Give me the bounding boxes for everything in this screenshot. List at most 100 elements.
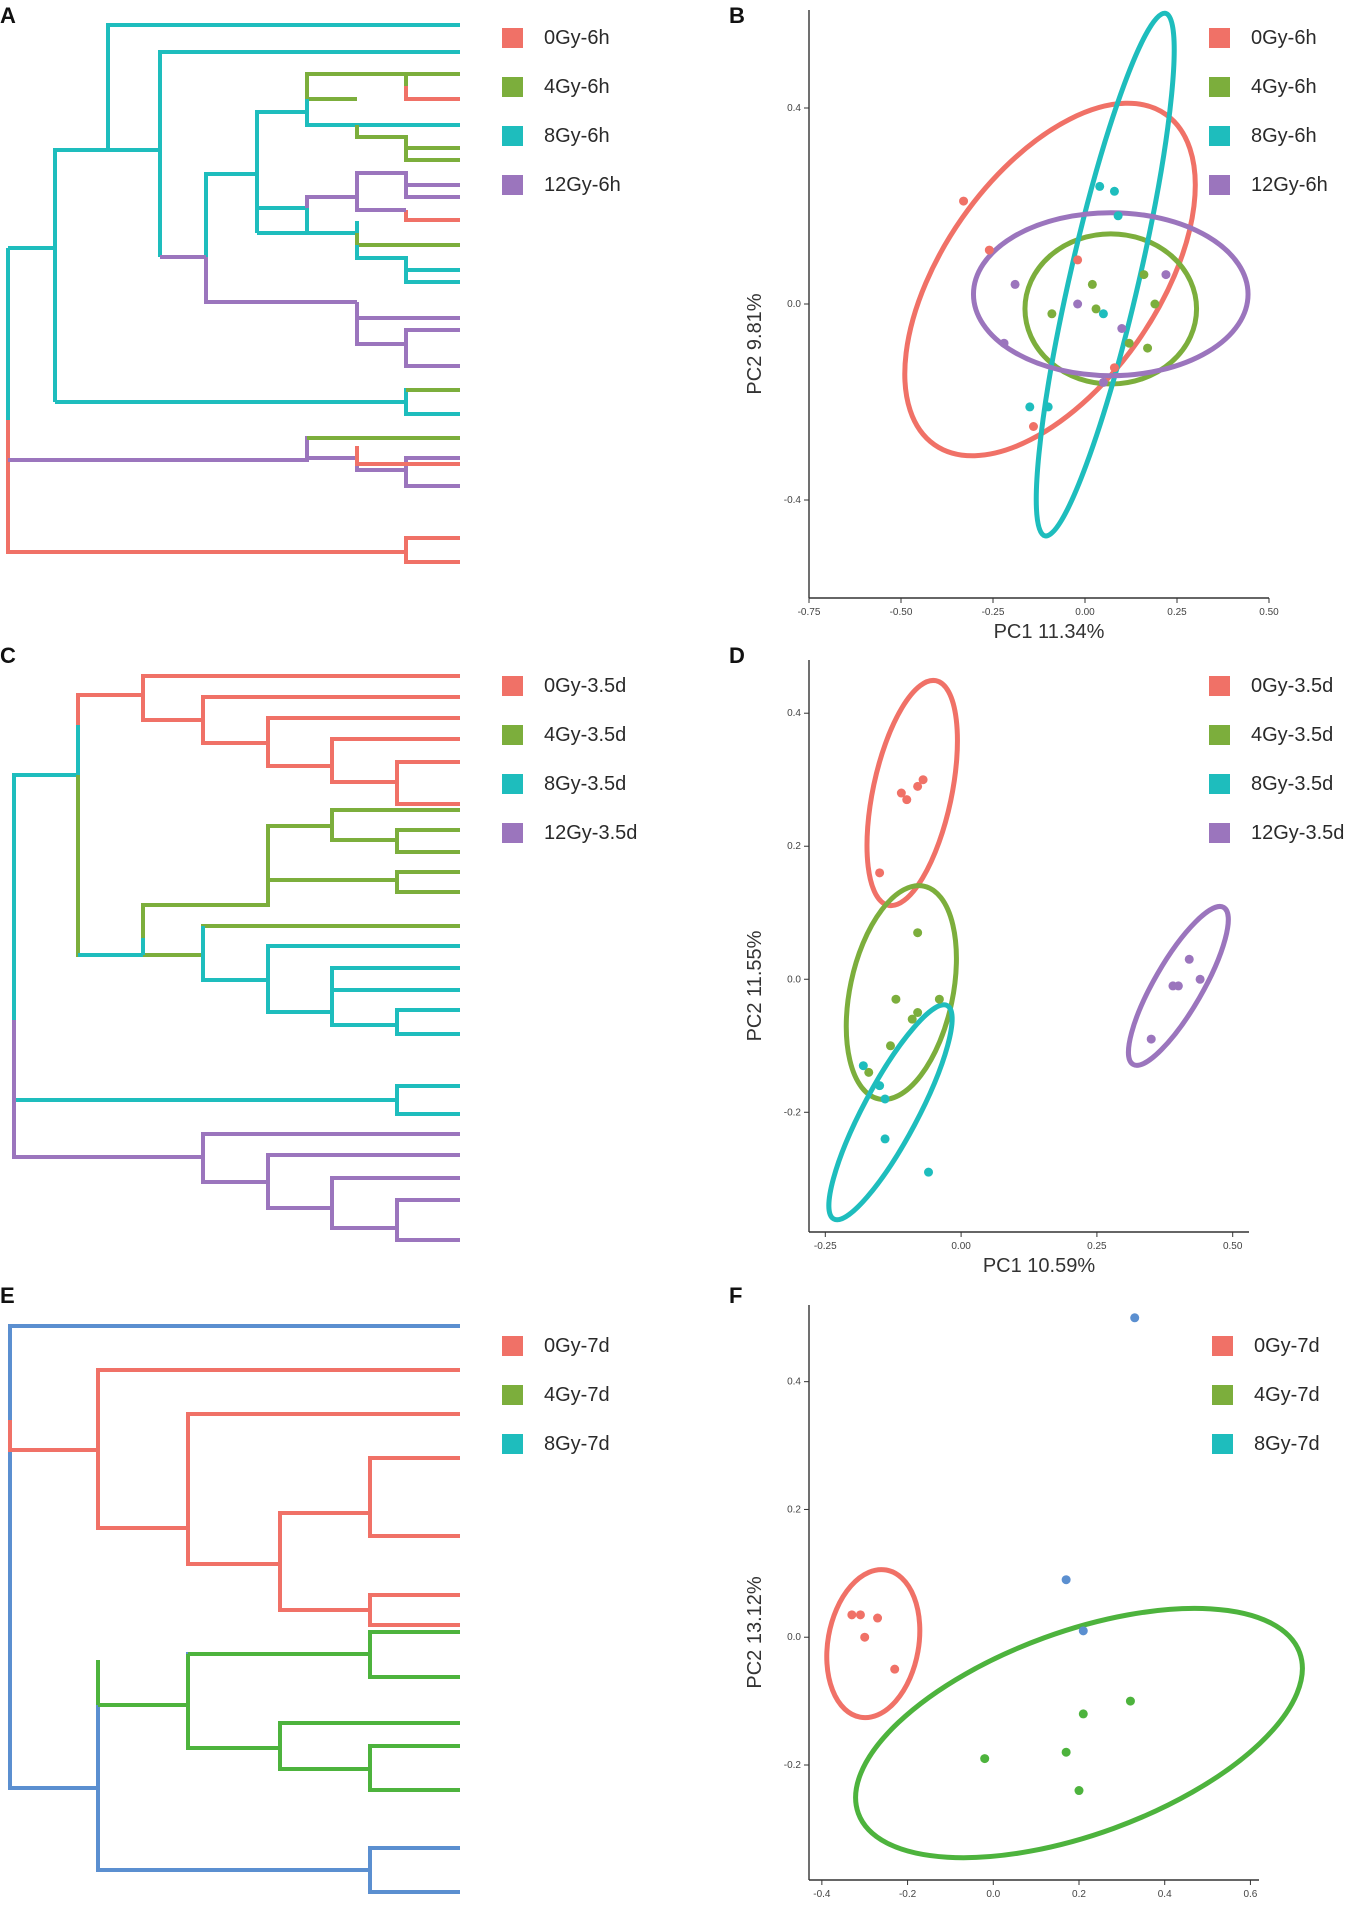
x-axis-title: PC1 10.59%	[983, 1255, 1096, 1277]
swatch-12gy	[502, 175, 523, 195]
branch	[368, 1610, 460, 1627]
branch	[8, 436, 460, 462]
data-point-12Gy-6h	[999, 338, 1009, 348]
x-tick-label: 0.2	[1072, 1889, 1086, 1900]
legend-item: 4Gy-3.5d	[502, 723, 637, 747]
branch	[330, 760, 460, 784]
legend-c: 0Gy-3.5d 4Gy-3.5d 8Gy-3.5d 12Gy-3.5d	[502, 674, 637, 870]
legend-label: 12Gy-6h	[544, 173, 621, 196]
panel-letter-d: D	[729, 643, 745, 668]
data-point-0Gy-6h	[1073, 255, 1083, 265]
x-tick-label: 0.50	[1223, 1241, 1243, 1252]
branch	[96, 1412, 460, 1530]
confidence-ellipse-0Gy-7d	[824, 1567, 923, 1721]
swatch-12gy	[1209, 823, 1230, 843]
branch	[368, 1513, 460, 1538]
branch	[330, 826, 460, 842]
data-point-0Gy-3.5d	[896, 788, 906, 798]
legend-label: 0Gy-3.5d	[544, 674, 627, 697]
x-tick-label: -0.75	[798, 607, 821, 618]
legend-item: 8Gy-3.5d	[502, 772, 637, 796]
branch	[404, 552, 460, 564]
y-tick-label: 0.2	[787, 1504, 801, 1515]
confidence-ellipse-4Gy-7d	[853, 1605, 1305, 1861]
swatch-12gy	[502, 823, 523, 843]
data-point-4Gy-7d	[1061, 1747, 1071, 1757]
legend-item: 8Gy-6h	[1209, 124, 1328, 148]
branch	[395, 880, 460, 894]
legend-label: 0Gy-6h	[1251, 26, 1317, 49]
legend-item: 12Gy-6h	[1209, 173, 1328, 197]
data-point-8Gy-6h	[1025, 402, 1035, 412]
branch	[96, 1788, 460, 1872]
swatch-4gy	[502, 725, 523, 745]
data-point-0Gy-7d	[860, 1632, 870, 1642]
legend-label: 0Gy-7d	[544, 1334, 610, 1357]
branch	[305, 86, 357, 101]
branch	[404, 470, 460, 488]
branch	[395, 840, 460, 854]
legend-item: 12Gy-3.5d	[502, 821, 637, 845]
legend-label: 4Gy-6h	[1251, 75, 1317, 98]
swatch-4gy	[502, 77, 523, 97]
swatch-0gy	[1209, 676, 1230, 696]
branch	[143, 924, 460, 957]
swatch-0gy	[1209, 28, 1230, 48]
branch	[355, 446, 460, 466]
data-point-4Gy-6h	[1047, 309, 1057, 319]
y-axis-title: PC2 9.81%	[744, 293, 766, 394]
data-point-8Gy-3.5d	[858, 1061, 868, 1071]
branch	[404, 344, 460, 368]
data-point-4Gy-6h	[1124, 338, 1134, 348]
branch	[255, 184, 307, 210]
data-point-4Gy-3.5d	[864, 1067, 874, 1077]
data-point-12Gy-3.5d	[1173, 981, 1183, 991]
data-point-4Gy-6h	[1087, 279, 1097, 289]
swatch-8gy	[1212, 1434, 1233, 1454]
swatch-8gy	[502, 126, 523, 146]
confidence-ellipse-12Gy-6h	[970, 210, 1251, 379]
data-point-8Gy-6h	[1098, 309, 1108, 319]
branch	[266, 870, 460, 905]
pca-plot-d: -0.25 0.00 0.25 0.50 0.4 0.2 0.0 -0.2 PC1 10.59%…	[744, 660, 1249, 1277]
x-tick-label: -0.4	[813, 1889, 831, 1900]
y-tick-label: 0.4	[787, 103, 801, 114]
x-tick-label: 0.4	[1158, 1889, 1172, 1900]
data-point-0Gy-6h	[1028, 422, 1038, 431]
branch	[330, 1198, 460, 1230]
data-point-12Gy-6h	[1161, 270, 1171, 280]
y-tick-label: -0.2	[784, 1107, 802, 1118]
data-point-0Gy-6h	[1109, 363, 1119, 373]
x-tick-label: -0.25	[982, 607, 1005, 618]
branch	[355, 123, 460, 162]
x-tick-label: 0.50	[1259, 607, 1279, 618]
data-point-4Gy-3.5d	[934, 994, 944, 1004]
data-point-4Gy-3.5d	[891, 994, 901, 1004]
data-point-8Gy-6h	[1095, 181, 1105, 191]
data-point-8Gy-7d	[1078, 1626, 1088, 1636]
legend-d: 0Gy-3.5d 4Gy-3.5d 8Gy-3.5d 12Gy-3.5d	[1209, 674, 1344, 870]
dendrogram-c	[12, 674, 460, 1242]
y-axis-title: PC2 11.55%	[744, 930, 766, 1041]
swatch-4gy	[1209, 77, 1230, 97]
data-point-4Gy-6h	[1091, 304, 1101, 314]
y-tick-label: 0.4	[787, 1377, 801, 1388]
branch	[305, 185, 359, 208]
legend-a: 0Gy-6h 4Gy-6h 8Gy-6h 12Gy-6h	[502, 26, 621, 222]
y-tick-label: -0.2	[784, 1760, 802, 1771]
pca-plot-f: -0.4 -0.2 0.0 0.2 0.4 0.6 0.4 0.2 0.0 -0.2 PC1 26.…	[744, 1305, 1305, 1906]
x-tick-label: 0.00	[1075, 607, 1095, 618]
legend-label: 4Gy-6h	[544, 75, 610, 98]
branch	[355, 233, 460, 247]
data-point-0Gy-7d	[873, 1613, 883, 1623]
branch	[395, 782, 460, 806]
legend-item: 0Gy-6h	[502, 26, 621, 50]
data-point-8Gy-7d	[1130, 1313, 1140, 1323]
legend-item: 0Gy-7d	[1212, 1334, 1320, 1358]
dendrogram-a-branches	[6, 23, 460, 564]
confidence-ellipse-4Gy-3.5d	[843, 883, 959, 1102]
data-point-0Gy-3.5d	[902, 795, 912, 805]
legend-label: 8Gy-7d	[1254, 1432, 1320, 1455]
branch	[278, 1564, 460, 1612]
legend-label: 8Gy-6h	[544, 124, 610, 147]
